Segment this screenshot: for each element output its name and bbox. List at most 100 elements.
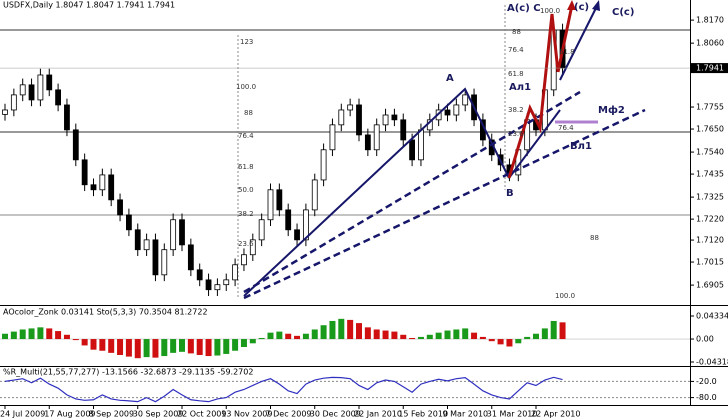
candle-body bbox=[418, 129, 424, 161]
candle-body bbox=[444, 109, 451, 116]
histogram-bar bbox=[524, 336, 531, 340]
histogram-bar bbox=[205, 339, 212, 357]
candle-body bbox=[117, 199, 123, 216]
candle-body bbox=[64, 104, 70, 131]
y-tick-label: -80.0 bbox=[696, 393, 717, 402]
fib-label: 88 bbox=[244, 109, 253, 117]
histogram-bar bbox=[99, 339, 106, 351]
fib-label: 88 bbox=[512, 28, 521, 36]
candle-body bbox=[311, 179, 318, 211]
fib-label: 76.4 bbox=[238, 132, 254, 140]
histogram-bar bbox=[161, 339, 168, 357]
candle-body bbox=[179, 219, 185, 246]
histogram-bar bbox=[364, 327, 371, 340]
histogram-bar bbox=[559, 322, 566, 340]
histogram-bar bbox=[134, 339, 141, 359]
histogram-bar bbox=[108, 339, 115, 353]
histogram-bar bbox=[417, 336, 424, 340]
histogram-bar bbox=[462, 328, 469, 340]
histogram-bar bbox=[373, 329, 380, 340]
histogram-bar bbox=[2, 333, 8, 340]
candle-body bbox=[81, 159, 88, 186]
candle-body bbox=[276, 189, 283, 211]
panel-title: AOcolor_Zonk 0.03141 Sto(5,3,3) 70.3504 … bbox=[3, 308, 208, 317]
wave-label: Мф2 bbox=[598, 104, 625, 116]
candle-body bbox=[373, 124, 380, 151]
wave-label: A(c) C bbox=[507, 3, 541, 14]
wave-label: B bbox=[506, 188, 514, 199]
candle-body bbox=[382, 114, 389, 126]
candle-body bbox=[46, 74, 53, 91]
candle-body bbox=[329, 124, 336, 151]
y-tick-label: 1.7120 bbox=[696, 236, 724, 245]
candle-body bbox=[400, 119, 407, 141]
histogram-bar bbox=[409, 337, 416, 340]
histogram-bar bbox=[19, 329, 26, 340]
candle-body bbox=[10, 94, 17, 111]
candle-body bbox=[391, 114, 398, 121]
fib-label: 23.6 bbox=[238, 240, 254, 248]
histogram-bar bbox=[444, 330, 451, 340]
x-tick-label: 9 Mar 2010 bbox=[443, 410, 489, 419]
candle-body bbox=[196, 269, 203, 281]
histogram-bar bbox=[506, 339, 513, 347]
x-tick-label: 30 Dec 2009 bbox=[310, 410, 361, 419]
x-tick-label: 30 Sep 2009 bbox=[133, 410, 184, 419]
fib-label: 100.0 bbox=[236, 83, 256, 91]
histogram-bar bbox=[391, 331, 398, 340]
wave-label: C(c) bbox=[612, 7, 634, 18]
histogram-bar bbox=[426, 334, 433, 340]
candle-body bbox=[19, 84, 26, 96]
histogram-bar bbox=[435, 332, 442, 340]
histogram-bar bbox=[46, 328, 53, 340]
histogram-bar bbox=[338, 318, 345, 340]
candle-body bbox=[161, 249, 168, 276]
candle-body bbox=[187, 244, 194, 271]
histogram-bar bbox=[471, 332, 478, 340]
y-tick-label: 1.7435 bbox=[696, 170, 724, 179]
candles bbox=[2, 23, 566, 296]
arrow bbox=[559, 5, 598, 81]
candle-body bbox=[55, 89, 61, 106]
histogram-bar bbox=[267, 332, 274, 340]
fib-label: 23.6 bbox=[508, 130, 524, 138]
candle-body bbox=[28, 84, 35, 101]
candle-body bbox=[90, 184, 97, 191]
candle-body bbox=[294, 229, 300, 241]
candle-body bbox=[241, 254, 247, 266]
candle-body bbox=[285, 209, 292, 231]
histogram-bar bbox=[117, 339, 124, 355]
histogram-bar bbox=[382, 330, 389, 340]
y-tick-label: 1.7540 bbox=[696, 148, 724, 157]
histogram-bar bbox=[347, 319, 354, 340]
fib-label: 50.0 bbox=[238, 186, 254, 194]
candle-body bbox=[320, 149, 327, 181]
fib-label: 38.2 bbox=[508, 106, 524, 114]
histogram-bar bbox=[125, 339, 132, 357]
wave-label: Ал1 bbox=[509, 82, 531, 93]
y-tick-label: 0.04334 bbox=[696, 312, 728, 321]
x-tick-label: 17 Aug 2009 bbox=[44, 410, 95, 419]
y-tick-label: 1.7015 bbox=[696, 258, 724, 267]
candle-body bbox=[37, 74, 44, 101]
candle-body bbox=[347, 104, 354, 111]
histogram-bar bbox=[223, 339, 230, 354]
x-tick-label: 22 Apr 2010 bbox=[531, 410, 580, 419]
candle-body bbox=[232, 264, 239, 281]
histogram-bar bbox=[63, 334, 70, 340]
histogram-bar bbox=[550, 320, 557, 340]
arrow-head bbox=[567, 0, 576, 10]
histogram-bar bbox=[488, 339, 495, 342]
fib-label: 76.4 bbox=[508, 46, 524, 54]
candle-body bbox=[170, 219, 177, 251]
candle-body bbox=[453, 104, 460, 116]
y-tick-label: 1.8170 bbox=[696, 16, 724, 25]
histogram-bar bbox=[356, 323, 362, 340]
wave-line bbox=[508, 109, 561, 179]
arrow-head bbox=[592, 0, 600, 11]
candle-body bbox=[267, 189, 274, 221]
histogram-bar bbox=[90, 339, 97, 350]
histogram-bar bbox=[240, 339, 247, 348]
